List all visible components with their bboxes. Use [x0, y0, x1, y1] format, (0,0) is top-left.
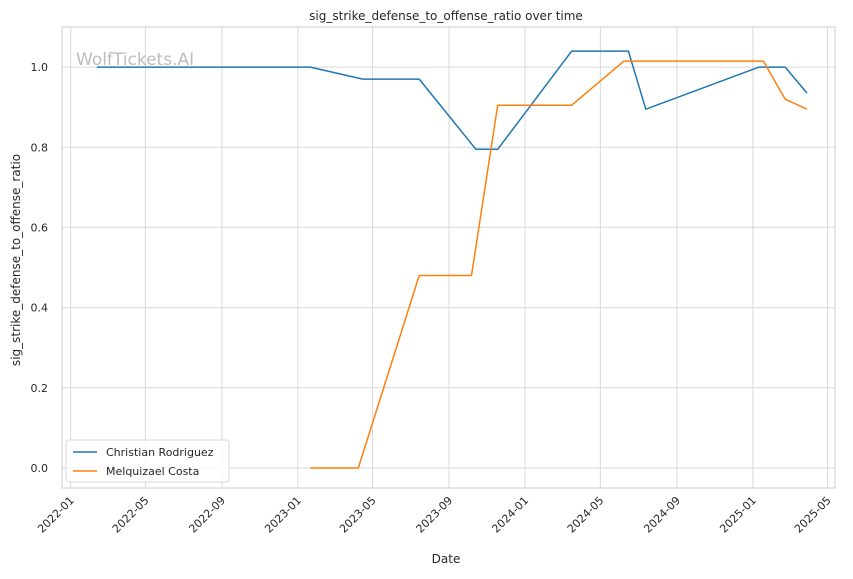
legend-label-1: Melquizael Costa — [106, 465, 199, 478]
watermark: WolfTickets.AI — [76, 50, 194, 70]
series-line-0 — [96, 50, 808, 151]
x-tick-label: 2022-09 — [186, 494, 228, 536]
x-tick-label: 2023-05 — [337, 494, 379, 536]
y-tick-label: 0.4 — [31, 302, 49, 315]
y-tick-label: 0.6 — [31, 221, 49, 234]
x-tick-label: 2024-05 — [565, 494, 607, 536]
x-tick-label: 2025-01 — [717, 494, 759, 536]
grid-layer — [62, 27, 835, 488]
x-tick-label: 2025-05 — [792, 494, 834, 536]
x-tick-label: 2022-05 — [110, 494, 152, 536]
y-tick-label: 0.2 — [31, 382, 49, 395]
series-line-1 — [310, 60, 808, 469]
legend-label-0: Christian Rodriguez — [106, 446, 214, 459]
y-tick-label: 0.8 — [31, 141, 49, 154]
x-tick-label: 2022-01 — [35, 494, 77, 536]
series-layer — [96, 50, 808, 469]
legend: Christian Rodriguez Melquizael Costa — [65, 439, 230, 483]
y-tick-label: 0.0 — [31, 462, 49, 475]
x-tick-label: 2023-09 — [414, 494, 456, 536]
y-tick-label: 1.0 — [31, 61, 49, 74]
x-axis-title: Date — [432, 552, 461, 566]
x-tick-label: 2023-01 — [262, 494, 304, 536]
legend-box — [65, 439, 230, 483]
plot-frame — [61, 26, 836, 489]
y-axis-title: sig_strike_defense_to_offense_ratio — [9, 154, 23, 366]
x-tick-label: 2024-01 — [489, 494, 531, 536]
chart-title: sig_strike_defense_to_offense_ratio over… — [309, 9, 583, 23]
x-tick-label: 2024-09 — [641, 494, 683, 536]
